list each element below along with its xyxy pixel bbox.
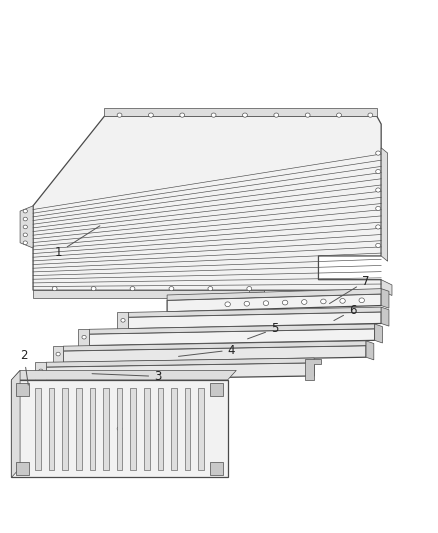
- Ellipse shape: [283, 300, 288, 305]
- Polygon shape: [249, 290, 265, 301]
- Polygon shape: [16, 462, 29, 475]
- Polygon shape: [62, 388, 68, 470]
- Polygon shape: [158, 388, 163, 470]
- Polygon shape: [11, 370, 236, 380]
- Ellipse shape: [225, 302, 230, 306]
- Ellipse shape: [376, 225, 381, 229]
- Polygon shape: [35, 362, 46, 380]
- Polygon shape: [89, 324, 374, 334]
- Ellipse shape: [117, 113, 122, 117]
- Ellipse shape: [263, 301, 268, 305]
- Ellipse shape: [376, 243, 381, 247]
- Ellipse shape: [376, 188, 381, 192]
- Polygon shape: [53, 346, 64, 362]
- Polygon shape: [35, 388, 41, 470]
- Ellipse shape: [244, 301, 250, 306]
- Text: 4: 4: [179, 344, 235, 357]
- Polygon shape: [305, 359, 321, 381]
- Ellipse shape: [336, 113, 342, 117]
- Polygon shape: [46, 363, 314, 380]
- Polygon shape: [78, 329, 89, 345]
- Polygon shape: [381, 307, 389, 326]
- Polygon shape: [210, 462, 223, 475]
- Polygon shape: [89, 388, 95, 470]
- Polygon shape: [167, 294, 381, 312]
- Polygon shape: [20, 206, 33, 248]
- Ellipse shape: [20, 466, 25, 470]
- Polygon shape: [11, 380, 228, 478]
- Ellipse shape: [23, 241, 28, 245]
- Polygon shape: [33, 116, 381, 290]
- Polygon shape: [49, 388, 54, 470]
- Polygon shape: [16, 383, 29, 395]
- Ellipse shape: [211, 113, 216, 117]
- Ellipse shape: [376, 169, 381, 174]
- Ellipse shape: [376, 151, 381, 155]
- Ellipse shape: [180, 113, 185, 117]
- Ellipse shape: [274, 113, 279, 117]
- Polygon shape: [33, 290, 265, 298]
- Ellipse shape: [23, 209, 28, 213]
- Polygon shape: [64, 341, 366, 351]
- Polygon shape: [64, 345, 366, 362]
- Text: 6: 6: [334, 304, 356, 320]
- Polygon shape: [104, 108, 377, 116]
- Ellipse shape: [121, 318, 125, 322]
- Ellipse shape: [20, 387, 25, 392]
- Polygon shape: [11, 370, 20, 478]
- Ellipse shape: [148, 113, 153, 117]
- Ellipse shape: [91, 287, 96, 291]
- Ellipse shape: [321, 299, 326, 304]
- Ellipse shape: [305, 113, 310, 117]
- Ellipse shape: [247, 287, 252, 291]
- Ellipse shape: [23, 225, 28, 229]
- Ellipse shape: [117, 426, 122, 431]
- Ellipse shape: [23, 233, 28, 237]
- Polygon shape: [198, 388, 204, 470]
- Polygon shape: [210, 383, 223, 395]
- Polygon shape: [167, 289, 381, 300]
- Polygon shape: [171, 388, 177, 470]
- Ellipse shape: [169, 287, 174, 291]
- Ellipse shape: [368, 113, 373, 117]
- Ellipse shape: [243, 113, 247, 117]
- Ellipse shape: [208, 287, 213, 291]
- Polygon shape: [76, 388, 81, 470]
- Ellipse shape: [130, 287, 135, 291]
- Text: 5: 5: [247, 322, 278, 339]
- Polygon shape: [381, 289, 389, 308]
- Polygon shape: [117, 312, 128, 329]
- Polygon shape: [103, 388, 109, 470]
- Polygon shape: [381, 280, 392, 295]
- Ellipse shape: [376, 206, 381, 211]
- Polygon shape: [374, 324, 382, 343]
- Polygon shape: [128, 307, 381, 317]
- Polygon shape: [131, 388, 136, 470]
- Ellipse shape: [39, 369, 43, 373]
- Ellipse shape: [359, 298, 364, 303]
- Polygon shape: [89, 329, 374, 345]
- Ellipse shape: [340, 298, 345, 303]
- Polygon shape: [128, 312, 381, 329]
- Polygon shape: [117, 388, 122, 470]
- Ellipse shape: [52, 287, 57, 291]
- Text: 2: 2: [20, 349, 28, 385]
- Polygon shape: [185, 388, 190, 470]
- Ellipse shape: [301, 300, 307, 304]
- Ellipse shape: [82, 335, 86, 339]
- Polygon shape: [46, 358, 314, 367]
- Text: 7: 7: [329, 275, 369, 304]
- Ellipse shape: [215, 466, 219, 470]
- Ellipse shape: [56, 352, 60, 356]
- Text: 3: 3: [92, 370, 162, 383]
- Ellipse shape: [215, 387, 219, 392]
- Text: 1: 1: [55, 226, 100, 259]
- Polygon shape: [366, 341, 374, 360]
- Polygon shape: [144, 388, 149, 470]
- Ellipse shape: [23, 217, 28, 221]
- Polygon shape: [381, 148, 388, 261]
